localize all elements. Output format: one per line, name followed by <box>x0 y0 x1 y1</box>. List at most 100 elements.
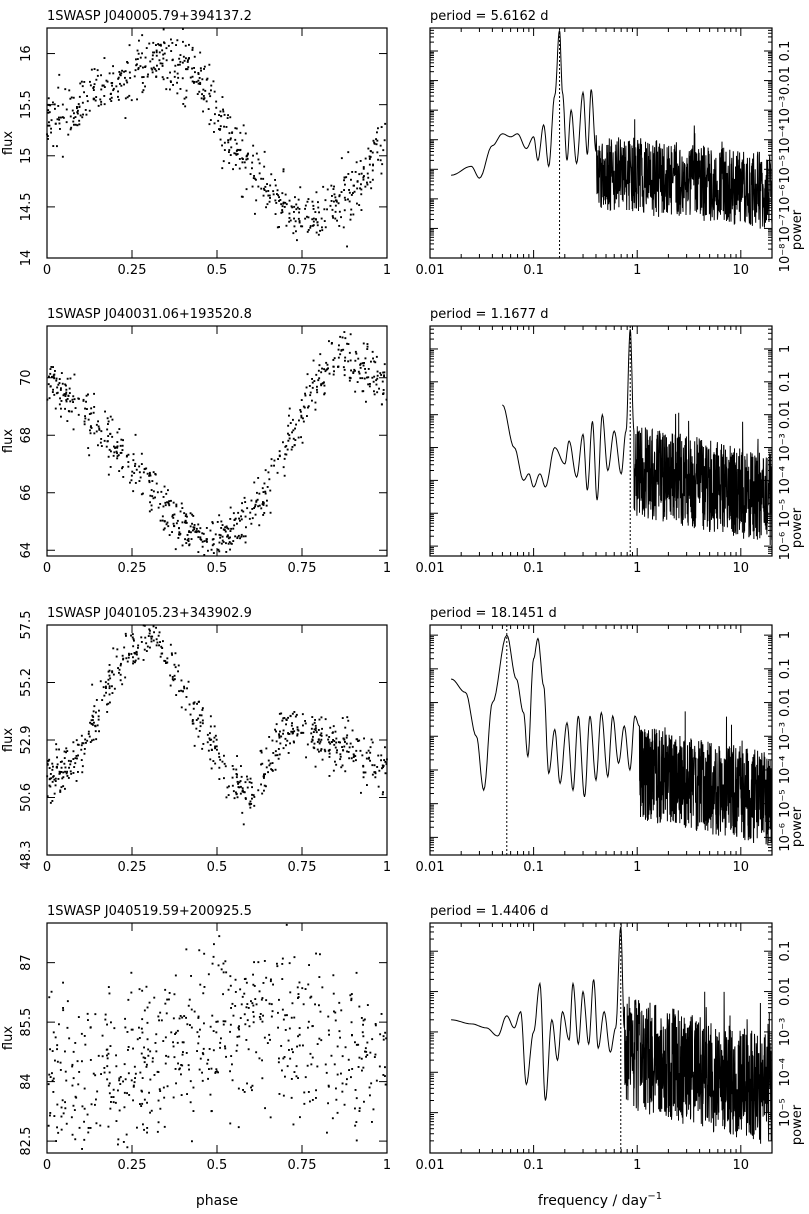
data-point <box>240 518 243 521</box>
data-point <box>373 360 376 363</box>
data-point <box>60 1115 63 1118</box>
data-point <box>193 67 195 69</box>
data-point <box>285 224 288 227</box>
data-point <box>106 1054 108 1057</box>
data-point <box>53 393 56 396</box>
data-point <box>173 993 176 996</box>
data-point <box>136 58 139 60</box>
data-point <box>193 55 196 58</box>
data-point <box>158 59 161 62</box>
data-point <box>201 1052 204 1054</box>
data-point <box>157 1121 160 1124</box>
data-point <box>152 41 155 44</box>
data-point <box>320 716 323 719</box>
data-point <box>229 137 232 140</box>
data-point <box>200 538 203 541</box>
data-point <box>335 1098 338 1101</box>
data-point <box>60 400 63 402</box>
data-point <box>317 369 320 372</box>
data-point <box>312 359 315 362</box>
data-point <box>130 479 133 482</box>
data-point <box>201 540 204 543</box>
data-point <box>148 473 151 476</box>
x-tick-label: 0.75 <box>288 860 317 875</box>
data-point <box>93 392 95 395</box>
data-point <box>199 983 202 986</box>
data-point <box>196 702 198 705</box>
data-point <box>193 528 196 531</box>
data-point <box>248 803 251 806</box>
data-point <box>149 494 152 497</box>
data-point <box>225 542 227 545</box>
data-point <box>80 744 83 747</box>
data-point <box>323 392 326 395</box>
data-point <box>345 1083 348 1086</box>
data-point <box>172 501 175 504</box>
data-point <box>100 74 102 77</box>
data-point <box>261 1020 264 1023</box>
data-point <box>131 1028 134 1031</box>
data-point <box>376 151 379 154</box>
data-point <box>340 157 343 160</box>
data-point <box>152 497 155 500</box>
data-point <box>198 949 201 952</box>
data-point <box>253 507 255 509</box>
data-point <box>83 420 86 423</box>
data-point <box>186 1023 189 1026</box>
data-point <box>283 206 286 208</box>
data-point <box>49 785 52 788</box>
data-point <box>72 772 75 774</box>
data-point <box>82 742 85 745</box>
data-point <box>174 548 177 551</box>
data-point <box>180 1094 183 1096</box>
data-point <box>334 217 337 220</box>
data-point <box>208 92 211 95</box>
data-point <box>225 126 228 128</box>
data-point <box>227 794 230 796</box>
data-point <box>236 522 238 525</box>
data-point <box>163 1096 166 1099</box>
data-point <box>293 956 296 959</box>
data-point <box>52 765 54 768</box>
data-point <box>383 371 386 374</box>
data-point <box>203 554 206 556</box>
data-point <box>80 80 83 83</box>
data-point <box>122 476 125 478</box>
data-point <box>213 122 216 125</box>
data-point <box>182 1051 184 1053</box>
data-point <box>229 1070 231 1073</box>
data-point <box>318 377 321 380</box>
data-point <box>247 1048 250 1051</box>
data-point <box>229 506 232 509</box>
data-point <box>288 407 291 410</box>
data-point <box>201 545 204 548</box>
data-point <box>68 392 71 394</box>
data-point <box>218 114 220 116</box>
data-point <box>301 225 304 228</box>
data-point <box>338 225 341 227</box>
data-point <box>173 1056 176 1059</box>
data-point <box>272 983 274 986</box>
data-point <box>281 963 284 965</box>
x-tick-label: 10 <box>733 561 750 576</box>
data-point <box>235 776 238 779</box>
data-point <box>181 544 184 547</box>
data-point <box>306 230 309 233</box>
data-point <box>272 190 275 193</box>
data-point <box>189 512 192 515</box>
data-point <box>153 51 155 54</box>
data-point <box>105 685 107 688</box>
data-point <box>360 791 362 794</box>
data-point <box>90 407 93 410</box>
data-point <box>278 712 281 715</box>
power-axis-label: power <box>790 209 805 250</box>
data-point <box>314 727 317 730</box>
data-point <box>257 789 260 792</box>
data-point <box>73 766 76 768</box>
data-point <box>214 1071 217 1073</box>
data-point <box>138 1026 140 1029</box>
data-point <box>362 1035 365 1038</box>
data-point <box>98 428 101 431</box>
data-point <box>293 217 295 220</box>
data-point <box>190 975 192 977</box>
